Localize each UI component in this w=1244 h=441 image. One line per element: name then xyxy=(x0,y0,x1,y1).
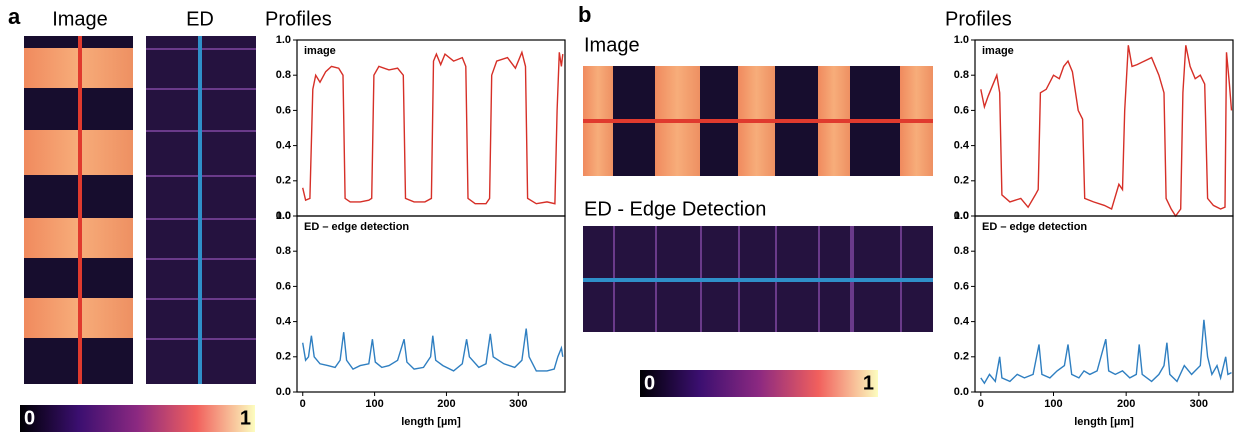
line xyxy=(980,319,1232,385)
line xyxy=(302,50,564,205)
y-tick-label: 0.4 xyxy=(954,316,970,328)
panel-label: b xyxy=(578,2,591,27)
y-tick-label: 0.0 xyxy=(954,210,969,222)
y-tick-label: 0.4 xyxy=(276,140,292,152)
y-tick-label: 0.4 xyxy=(954,140,970,152)
x-axis-label: length [µm] xyxy=(1074,416,1134,428)
y-tick-label: 0.0 xyxy=(954,386,969,398)
panel-title: Profiles xyxy=(265,8,332,30)
y-tick-label: 0.4 xyxy=(276,316,292,328)
y-tick-label: 0.2 xyxy=(276,175,291,187)
y-tick-label: 1.0 xyxy=(954,210,969,222)
y-tick-label: 1.0 xyxy=(276,34,291,46)
colorbar xyxy=(640,370,878,397)
image-a xyxy=(24,36,133,384)
y-tick-label: 0.6 xyxy=(276,280,291,292)
image-ed-a xyxy=(146,36,256,384)
plot-frame xyxy=(296,215,566,393)
y-tick-label: 1.0 xyxy=(954,34,969,46)
chart-title: image xyxy=(982,45,1014,57)
y-tick-label: 0.0 xyxy=(276,210,291,222)
colorbar-label: 0 xyxy=(644,372,655,394)
x-tick-label: 0 xyxy=(300,398,306,410)
image-ed-b xyxy=(583,226,933,332)
y-tick-label: 0.6 xyxy=(954,280,969,292)
x-tick-label: 100 xyxy=(1044,398,1062,410)
y-tick-label: 0.6 xyxy=(954,104,969,116)
colorbar-label: 0 xyxy=(24,407,35,429)
chart-title: image xyxy=(304,45,336,57)
panel-label: a xyxy=(8,4,21,29)
colorbar-label: 1 xyxy=(240,407,251,429)
x-tick-label: 0 xyxy=(978,398,984,410)
line xyxy=(980,45,1233,218)
y-tick-label: 0.0 xyxy=(276,386,291,398)
panel-title: ED xyxy=(186,8,214,30)
y-tick-label: 0.8 xyxy=(954,69,969,81)
x-axis-label: length [µm] xyxy=(401,416,461,428)
plot-frame xyxy=(974,39,1234,217)
chart-title: ED – edge detection xyxy=(982,221,1087,233)
panel-title: Image xyxy=(584,34,640,56)
panel-title: ED - Edge Detection xyxy=(584,198,766,220)
y-tick-label: 0.2 xyxy=(954,175,969,187)
colorbar-label: 1 xyxy=(863,372,874,394)
y-tick-label: 0.8 xyxy=(276,245,291,257)
x-tick-label: 300 xyxy=(1190,398,1208,410)
colorbar xyxy=(20,405,255,432)
line xyxy=(302,328,564,372)
image-b xyxy=(583,66,933,176)
x-tick-label: 200 xyxy=(1117,398,1135,410)
x-tick-label: 300 xyxy=(509,398,527,410)
x-tick-label: 100 xyxy=(365,398,383,410)
y-tick-label: 0.6 xyxy=(276,104,291,116)
chart-title: ED – edge detection xyxy=(304,221,409,233)
y-tick-label: 0.2 xyxy=(954,351,969,363)
y-tick-label: 0.8 xyxy=(954,245,969,257)
y-tick-label: 0.8 xyxy=(276,69,291,81)
x-tick-label: 200 xyxy=(437,398,455,410)
y-tick-label: 1.0 xyxy=(276,210,291,222)
panel-title: Profiles xyxy=(945,8,1012,30)
y-tick-label: 0.2 xyxy=(276,351,291,363)
plot-frame xyxy=(974,215,1234,393)
panel-title: Image xyxy=(52,8,108,30)
